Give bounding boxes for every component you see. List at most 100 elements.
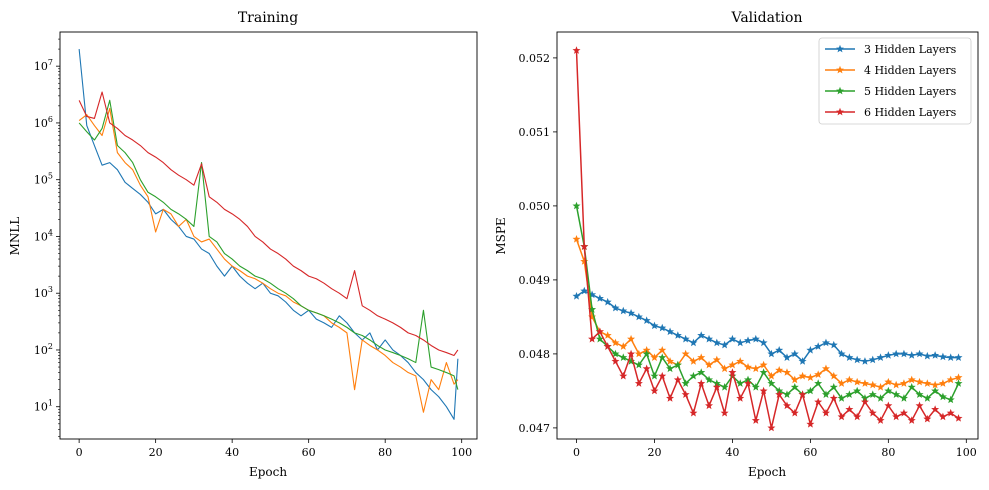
validation-point-4-hidden-layers-90 [923,379,932,387]
validation-point-6-hidden-layers-28 [681,390,690,398]
validation-point-5-hidden-layers-92 [931,386,940,395]
validation-point-4-hidden-layers-94 [938,379,947,387]
validation-point-3-hidden-layers-38 [720,340,729,349]
validation-x-tick-label-20: 20 [647,446,661,459]
validation-point-6-hidden-layers-58 [798,390,807,398]
validation-x-tick-label-60: 60 [803,446,817,459]
validation-point-4-hidden-layers-28 [681,349,690,358]
validation-point-6-hidden-layers-74 [860,397,869,406]
validation-point-4-hidden-layers-42 [736,357,745,365]
validation-point-3-hidden-layers-80 [884,351,893,359]
validation-point-4-hidden-layers-0 [572,235,581,243]
validation-point-5-hidden-layers-12 [619,353,628,361]
training-y-tick-label-2: 103 [34,285,53,300]
validation-point-3-hidden-layers-52 [775,346,784,354]
validation-y-ticks: 0.047 0.048 0.049 0.050 0.051 0.052 [519,52,557,435]
legend-label-5-hidden-layers: 5 Hidden Layers [864,85,957,98]
validation-point-4-hidden-layers-48 [759,360,768,369]
validation-point-6-hidden-layers-90 [923,414,932,423]
validation-point-3-hidden-layers-14 [627,309,636,317]
validation-point-4-hidden-layers-50 [767,371,776,380]
validation-point-3-hidden-layers-96 [946,353,955,361]
validation-ylabel: MSPE [494,217,508,254]
validation-point-6-hidden-layers-0 [572,46,581,54]
validation-point-4-hidden-layers-40 [728,360,737,369]
validation-point-3-hidden-layers-88 [915,349,924,358]
validation-point-4-hidden-layers-22 [658,346,667,354]
training-x-tick-label-40: 40 [225,446,239,459]
validation-point-6-hidden-layers-20 [650,386,659,395]
validation-point-6-hidden-layers-10 [611,357,620,365]
training-x-tick-label-100: 100 [451,446,472,459]
validation-point-3-hidden-layers-26 [673,331,682,339]
validation-point-3-hidden-layers-28 [681,334,690,343]
training-title: Training [238,10,298,26]
validation-point-4-hidden-layers-92 [931,380,940,389]
validation-point-6-hidden-layers-92 [931,405,940,413]
validation-point-5-hidden-layers-88 [915,390,924,398]
validation-point-6-hidden-layers-86 [907,416,916,424]
validation-point-6-hidden-layers-60 [806,420,815,428]
validation-point-4-hidden-layers-56 [790,375,799,384]
validation-point-3-hidden-layers-12 [619,306,628,315]
validation-point-6-hidden-layers-22 [658,371,667,380]
training-x-ticks: 0 20 40 60 80 100 [76,439,472,459]
validation-point-3-hidden-layers-46 [751,334,760,343]
validation-point-6-hidden-layers-30 [689,408,698,417]
validation-point-5-hidden-layers-30 [689,371,698,380]
validation-point-3-hidden-layers-90 [923,351,932,360]
validation-point-3-hidden-layers-70 [845,353,854,361]
validation-point-6-hidden-layers-70 [845,405,854,413]
legend-marker-6-hidden-layers [836,107,844,116]
validation-point-3-hidden-layers-2 [580,286,589,295]
validation-point-5-hidden-layers-38 [720,383,729,391]
validation-point-4-hidden-layers-72 [853,377,862,386]
validation-point-3-hidden-layers-50 [767,349,776,358]
validation-point-4-hidden-layers-12 [619,342,628,350]
validation-point-3-hidden-layers-18 [642,316,651,324]
validation-point-3-hidden-layers-34 [705,334,714,343]
training-x-tick-label-0: 0 [76,446,83,459]
validation-point-6-hidden-layers-44 [744,379,752,387]
training-line-4-hidden-layers [78,107,459,413]
validation-point-3-hidden-layers-36 [712,338,721,347]
validation-point-3-hidden-layers-68 [837,349,846,358]
validation-point-4-hidden-layers-70 [845,375,854,384]
training-line-5-hidden-layers [78,99,459,390]
validation-point-3-hidden-layers-94 [938,352,947,361]
validation-point-5-hidden-layers-80 [884,386,893,395]
validation-point-5-hidden-layers-20 [650,371,659,380]
validation-point-5-hidden-layers-78 [876,394,885,402]
validation-point-4-hidden-layers-60 [806,373,815,381]
validation-point-4-hidden-layers-62 [814,370,823,379]
validation-point-3-hidden-layers-66 [829,340,838,349]
validation-point-6-hidden-layers-72 [853,412,862,421]
validation-point-4-hidden-layers-98 [954,373,963,381]
validation-point-5-hidden-layers-64 [821,390,830,398]
validation-y-tick-label-5: 0.052 [519,52,551,65]
validation-point-3-hidden-layers-78 [876,353,885,361]
validation-point-5-hidden-layers-16 [634,360,643,369]
validation-y-tick-label-1: 0.048 [519,348,551,361]
training-line-3-hidden-layers [78,49,459,420]
validation-point-5-hidden-layers-4 [588,305,597,313]
legend-entry-3-hidden-layers: 3 Hidden Layers [825,43,957,56]
validation-xlabel: Epoch [748,465,786,479]
validation-point-6-hidden-layers-48 [759,386,768,395]
validation-point-6-hidden-layers-82 [892,412,901,421]
validation-point-3-hidden-layers-32 [697,331,706,339]
legend-marker-3-hidden-layers [836,44,844,53]
validation-point-3-hidden-layers-48 [759,338,768,347]
validation-point-3-hidden-layers-84 [899,349,908,358]
validation-point-5-hidden-layers-96 [946,395,955,404]
validation-point-6-hidden-layers-4 [588,334,597,343]
validation-point-6-hidden-layers-40 [728,368,737,376]
validation-point-6-hidden-layers-88 [915,401,924,410]
validation-y-tick-label-4: 0.051 [519,126,551,139]
training-x-tick-label-20: 20 [149,446,163,459]
validation-point-4-hidden-layers-20 [650,353,659,361]
validation-point-3-hidden-layers-98 [954,353,963,361]
validation-point-6-hidden-layers-18 [642,364,651,373]
validation-point-4-hidden-layers-32 [697,353,706,361]
validation-panel: Validation Epoch MSPE 0 20 40 60 80 100 0.047… [494,10,979,479]
